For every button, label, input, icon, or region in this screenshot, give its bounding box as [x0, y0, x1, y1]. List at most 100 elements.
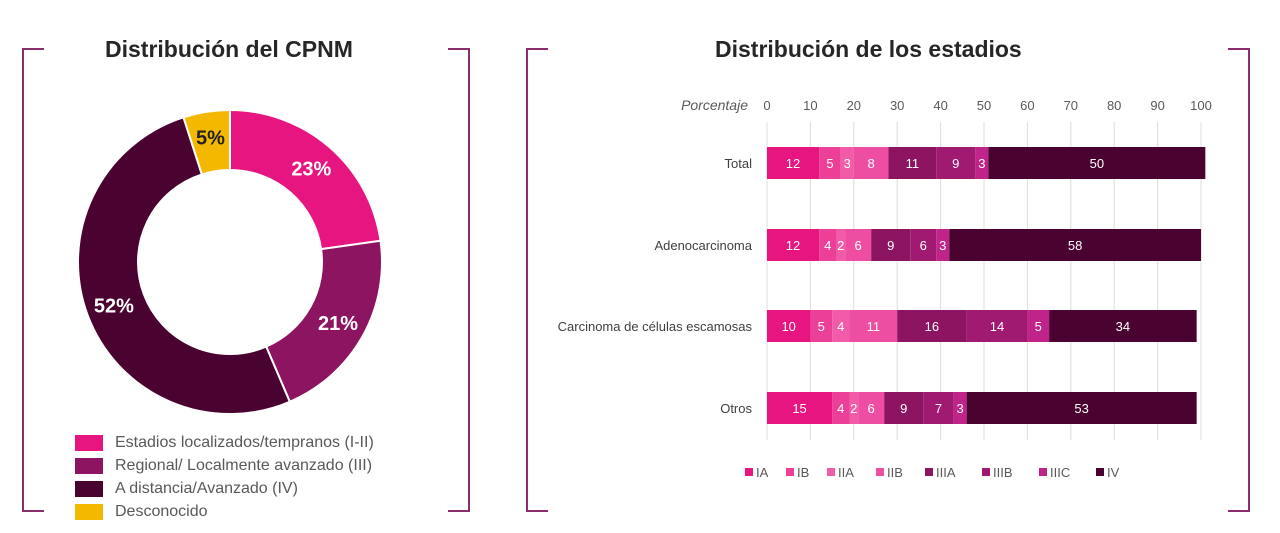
bar-segment-2-1	[810, 310, 833, 342]
bar-legend-label-2: IIA	[838, 465, 854, 480]
bar-value-label-2-5: 14	[990, 319, 1004, 334]
x-tick-label-8: 80	[1107, 98, 1121, 113]
donut-legend-item-1: Regional/ Localmente avanzado (III)	[75, 455, 372, 477]
donut-panel: Distribución del CPNM 23% 21% 52% 5% Estadi…	[0, 0, 480, 533]
bar-segment-3-0	[767, 392, 833, 424]
bar-legend-swatch-5	[982, 468, 990, 476]
bar-value-label-2-6: 5	[1035, 319, 1042, 334]
bar-segment-1-2	[836, 229, 846, 261]
bar-segment-1-1	[819, 229, 837, 261]
donut-legend-swatch-1	[75, 458, 103, 474]
x-tick-label-7: 70	[1064, 98, 1078, 113]
bar-legend-swatch-2	[827, 468, 835, 476]
x-tick-label-0: 0	[763, 98, 770, 113]
left-bracket-open	[22, 48, 44, 512]
bar-segment-1-5	[910, 229, 937, 261]
bar-value-label-3-7: 53	[1074, 401, 1088, 416]
donut-slice-label-2: 52%	[94, 295, 134, 317]
bar-value-label-0-3: 8	[868, 156, 875, 171]
bar-value-label-3-5: 7	[935, 401, 942, 416]
category-label-1: Adenocarcinoma	[654, 238, 752, 253]
bar-title: Distribución de los estadios	[715, 36, 1022, 62]
bar-legend-swatch-6	[1039, 468, 1047, 476]
category-label-0: Total	[725, 156, 753, 171]
bar-segment-0-4	[888, 147, 937, 179]
bar-legend-swatch-1	[786, 468, 794, 476]
donut-slice-2	[77, 116, 292, 415]
bar-legend-label-1: IB	[797, 465, 809, 480]
bar-value-label-3-6: 3	[957, 401, 964, 416]
donut-slice-label-0: 23%	[291, 158, 331, 180]
bar-segment-1-3	[845, 229, 872, 261]
bar-segment-1-7	[949, 229, 1201, 261]
category-label-2: Carcinoma de células escamosas	[558, 319, 753, 334]
right-bracket-open	[526, 48, 548, 512]
bar-value-label-1-5: 6	[920, 238, 927, 253]
bar-value-label-0-0: 12	[786, 156, 800, 171]
bar-value-label-0-5: 9	[952, 156, 959, 171]
donut-legend-swatch-2	[75, 481, 103, 497]
bar-segment-0-1	[819, 147, 841, 179]
bar-segment-3-5	[923, 392, 954, 424]
donut-slice-3	[182, 108, 231, 176]
donut-legend-label-0: Estadios localizados/tempranos (I-II)	[115, 434, 374, 451]
donut-legend-swatch-3	[75, 504, 103, 520]
bar-value-label-2-7: 34	[1116, 319, 1130, 334]
bar-value-label-2-0: 10	[781, 319, 795, 334]
donut-slice-0	[229, 108, 382, 251]
bar-legend-swatch-3	[876, 468, 884, 476]
bar-segment-2-2	[832, 310, 850, 342]
bar-value-label-2-4: 16	[925, 319, 939, 334]
category-label-3: Otros	[720, 401, 752, 416]
bar-value-label-0-1: 5	[826, 156, 833, 171]
bar-segment-1-4	[871, 229, 911, 261]
bar-legend-swatch-4	[925, 468, 933, 476]
bar-value-label-3-1: 4	[837, 401, 844, 416]
x-tick-label-5: 50	[977, 98, 991, 113]
donut-chart: 23% 21% 52% 5%	[77, 108, 383, 415]
bar-segment-3-2	[849, 392, 859, 424]
donut-title: Distribución del CPNM	[105, 36, 353, 62]
bar-segment-2-0	[767, 310, 811, 342]
bar-segment-2-4	[897, 310, 967, 342]
donut-legend-label-2: A distancia/Avanzado (IV)	[115, 480, 298, 497]
bar-legend-label-7: IV	[1107, 465, 1120, 480]
bar-segment-0-2	[840, 147, 854, 179]
x-tick-label-9: 90	[1150, 98, 1164, 113]
bar-value-label-3-2: 2	[850, 401, 857, 416]
bar-segment-1-0	[767, 229, 820, 261]
bar-value-label-2-2: 4	[837, 319, 844, 334]
bar-value-label-2-3: 11	[867, 319, 881, 334]
left-bracket-close	[448, 48, 470, 512]
bar-segment-2-7	[1049, 310, 1197, 342]
donut-legend-label-3: Desconocido	[115, 503, 208, 520]
x-axis-label: Porcentaje	[681, 97, 748, 113]
bar-segment-3-3	[858, 392, 885, 424]
bar-segment-0-3	[853, 147, 889, 179]
bar-segment-2-6	[1027, 310, 1050, 342]
x-tick-label-2: 20	[847, 98, 861, 113]
bar-legend-label-5: IIIB	[993, 465, 1013, 480]
bar-value-label-1-0: 12	[786, 238, 800, 253]
donut-legend-item-0: Estadios localizados/tempranos (I-II)	[75, 432, 374, 454]
bar-segment-3-4	[884, 392, 924, 424]
bar-value-label-0-4: 11	[906, 156, 920, 171]
donut-legend-item-2: A distancia/Avanzado (IV)	[75, 478, 298, 500]
bar-value-label-3-3: 6	[868, 401, 875, 416]
bar-segment-3-1	[832, 392, 850, 424]
x-tick-label-10: 100	[1190, 98, 1212, 113]
bar-value-label-1-6: 3	[939, 238, 946, 253]
bar-segment-2-3	[849, 310, 898, 342]
bar-legend-label-4: IIIA	[936, 465, 956, 480]
bar-segment-0-7	[988, 147, 1206, 179]
donut-legend-item-3: Desconocido	[75, 501, 208, 523]
x-tick-label-6: 60	[1020, 98, 1034, 113]
donut-slice-label-1: 21%	[318, 313, 358, 335]
bar-segment-1-6	[936, 229, 950, 261]
bar-value-label-1-1: 4	[824, 238, 831, 253]
bar-segment-0-0	[767, 147, 820, 179]
donut-legend-label-1: Regional/ Localmente avanzado (III)	[115, 457, 373, 474]
x-tick-label-3: 30	[890, 98, 904, 113]
